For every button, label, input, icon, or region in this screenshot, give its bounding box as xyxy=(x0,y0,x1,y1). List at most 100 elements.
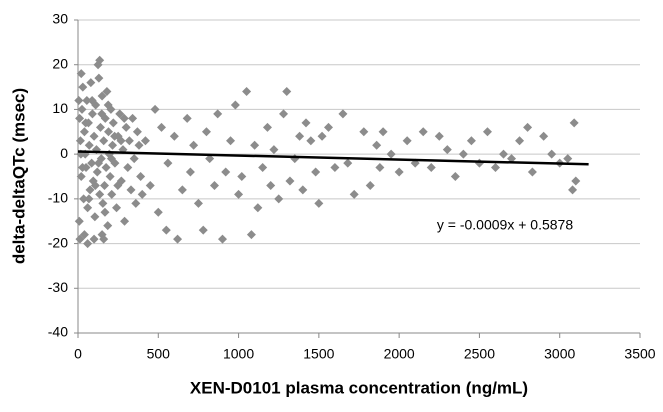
point xyxy=(221,167,231,177)
point xyxy=(262,122,272,132)
point xyxy=(92,167,102,177)
point xyxy=(242,87,252,97)
point xyxy=(527,167,537,177)
point xyxy=(108,118,118,128)
point xyxy=(97,91,107,101)
point xyxy=(87,158,97,168)
point xyxy=(82,95,92,105)
point xyxy=(83,239,93,249)
point xyxy=(201,127,211,137)
point xyxy=(442,145,452,155)
point xyxy=(226,136,236,146)
point xyxy=(97,109,107,119)
point xyxy=(571,176,581,186)
point xyxy=(119,113,129,123)
point xyxy=(87,109,97,119)
point xyxy=(338,109,348,119)
point xyxy=(323,122,333,132)
point xyxy=(153,207,163,217)
point xyxy=(173,234,183,244)
point xyxy=(359,127,369,137)
point xyxy=(266,180,276,190)
point xyxy=(75,113,85,123)
point xyxy=(539,131,549,141)
point xyxy=(81,118,91,128)
point xyxy=(198,225,208,235)
point xyxy=(101,163,111,173)
point xyxy=(177,185,187,195)
point xyxy=(99,180,109,190)
point xyxy=(86,78,96,88)
x-tick-label: 2000 xyxy=(384,346,415,362)
point xyxy=(314,198,324,208)
point xyxy=(185,167,195,177)
point xyxy=(134,140,144,150)
point xyxy=(274,194,284,204)
equation-annotation: y = -0.0009x + 0.5878 xyxy=(437,217,573,233)
point xyxy=(136,172,146,181)
point xyxy=(76,69,86,79)
point xyxy=(126,185,136,195)
point xyxy=(317,131,327,141)
point xyxy=(330,163,340,173)
point xyxy=(237,172,247,181)
trendline xyxy=(77,150,589,166)
point xyxy=(79,230,89,240)
point xyxy=(137,189,147,199)
y-tick-label: -10 xyxy=(48,190,68,206)
x-tick-label: 1500 xyxy=(303,346,334,362)
point xyxy=(499,149,509,159)
point xyxy=(250,140,260,150)
point xyxy=(113,180,123,190)
point xyxy=(230,100,240,110)
point xyxy=(103,221,113,231)
point xyxy=(258,163,268,173)
point xyxy=(246,230,256,240)
point xyxy=(120,216,130,226)
point xyxy=(106,154,116,164)
point xyxy=(466,136,476,146)
y-axis-label: delta-deltaQTc (msec) xyxy=(9,88,28,264)
point xyxy=(161,225,171,235)
x-tick-label: 2500 xyxy=(464,346,495,362)
point xyxy=(569,118,579,128)
point xyxy=(95,189,105,199)
point xyxy=(269,145,279,155)
x-axis-label: XEN-D0101 plasma concentration (ng/mL) xyxy=(190,378,528,397)
point xyxy=(282,87,292,97)
point xyxy=(99,234,109,244)
point xyxy=(156,122,166,132)
point xyxy=(123,163,133,173)
point xyxy=(74,216,84,226)
point xyxy=(372,140,382,150)
x-tick-label: 0 xyxy=(74,346,82,362)
point xyxy=(95,122,105,132)
point xyxy=(234,189,244,199)
point xyxy=(74,95,84,105)
point xyxy=(547,149,557,159)
point xyxy=(78,82,88,92)
point xyxy=(90,212,100,222)
point xyxy=(132,127,142,137)
y-tick-label: 30 xyxy=(52,11,68,27)
point xyxy=(100,207,110,217)
point xyxy=(84,140,94,150)
point xyxy=(108,140,118,150)
point xyxy=(87,95,97,105)
point xyxy=(112,203,122,213)
point xyxy=(450,172,460,181)
point xyxy=(482,127,492,137)
point xyxy=(418,127,428,137)
point xyxy=(116,136,126,146)
point xyxy=(89,234,99,244)
point xyxy=(301,118,311,128)
point xyxy=(150,104,160,114)
point xyxy=(349,189,359,199)
point xyxy=(102,87,112,97)
point xyxy=(129,154,139,164)
point xyxy=(131,198,141,208)
point xyxy=(568,185,578,195)
point xyxy=(105,172,115,181)
point xyxy=(209,180,219,190)
